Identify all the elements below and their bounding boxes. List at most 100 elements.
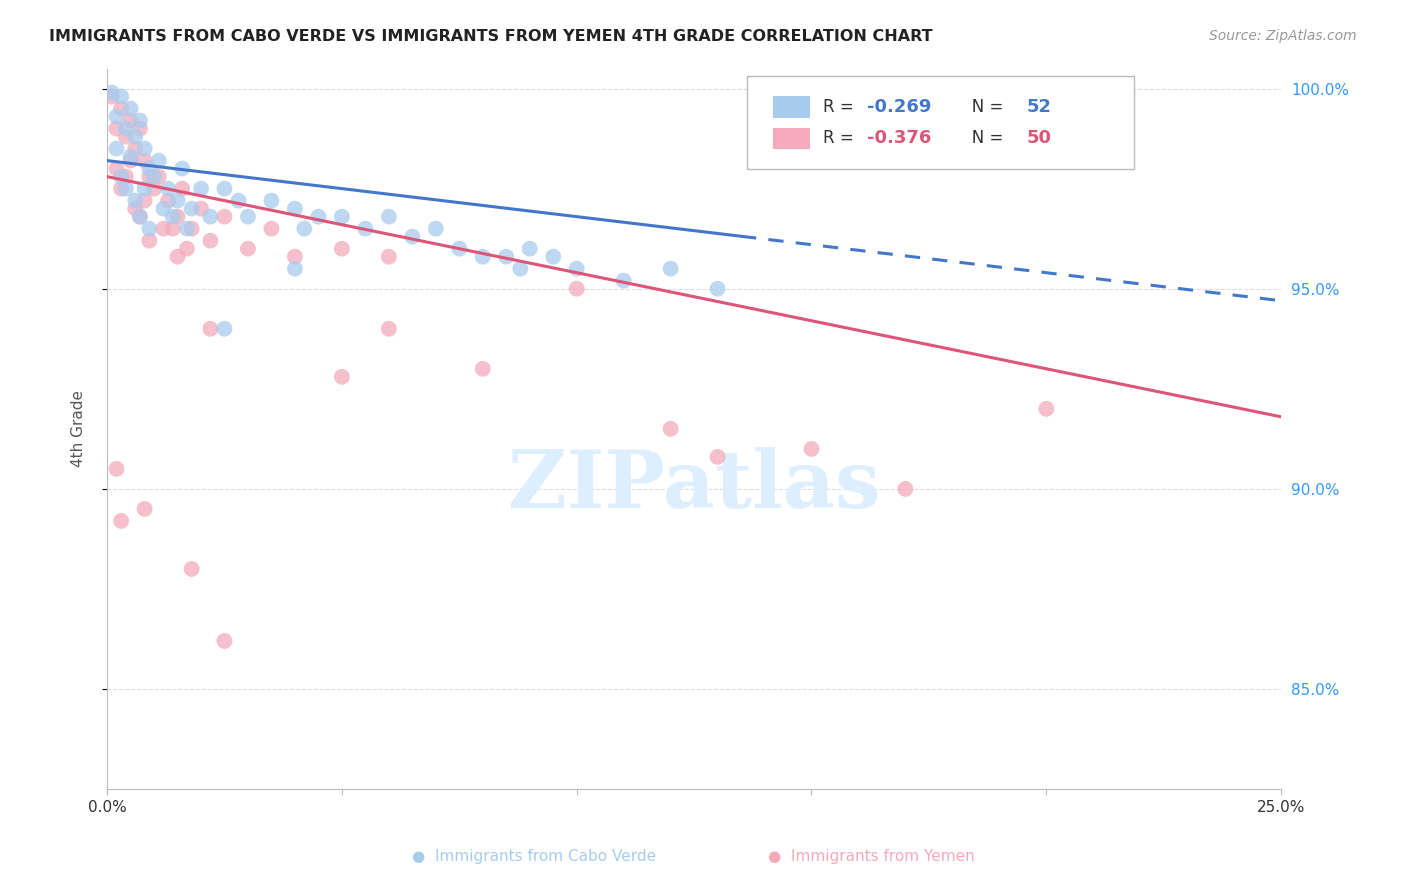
- Text: 52: 52: [1026, 98, 1052, 116]
- Point: [152, 221, 174, 235]
- Point: [425, 221, 447, 235]
- Point: [284, 261, 307, 276]
- Point: [166, 210, 188, 224]
- Point: [120, 113, 142, 128]
- Point: [120, 102, 142, 116]
- Point: [100, 89, 122, 103]
- Point: [190, 202, 212, 216]
- Point: [138, 221, 160, 235]
- Point: [157, 181, 180, 195]
- Point: [148, 153, 170, 168]
- Point: [330, 210, 353, 224]
- Point: [190, 181, 212, 195]
- Point: [157, 194, 180, 208]
- Text: R =: R =: [824, 129, 859, 147]
- Point: [176, 221, 198, 235]
- Point: [284, 202, 307, 216]
- Point: [180, 202, 202, 216]
- Point: [143, 181, 166, 195]
- Text: ●  Immigrants from Yemen: ● Immigrants from Yemen: [768, 849, 976, 863]
- Point: [659, 261, 682, 276]
- Point: [138, 161, 160, 176]
- Point: [152, 202, 174, 216]
- Point: [330, 242, 353, 256]
- Point: [162, 221, 184, 235]
- Point: [129, 113, 152, 128]
- Point: [138, 234, 160, 248]
- Point: [706, 282, 728, 296]
- Point: [565, 261, 588, 276]
- Point: [495, 250, 517, 264]
- Text: -0.269: -0.269: [866, 98, 931, 116]
- Text: -0.376: -0.376: [866, 129, 931, 147]
- Point: [378, 210, 401, 224]
- Point: [200, 322, 222, 336]
- Point: [471, 250, 494, 264]
- Point: [214, 210, 236, 224]
- Point: [110, 514, 132, 528]
- Point: [176, 242, 198, 256]
- Point: [105, 142, 128, 156]
- Point: [134, 194, 156, 208]
- Point: [138, 169, 160, 184]
- Point: [236, 210, 259, 224]
- Point: [105, 161, 128, 176]
- Point: [894, 482, 917, 496]
- Point: [200, 210, 222, 224]
- Point: [143, 169, 166, 184]
- Point: [105, 462, 128, 476]
- Point: [105, 110, 128, 124]
- Text: N =: N =: [956, 129, 1008, 147]
- Text: N =: N =: [956, 98, 1008, 116]
- Point: [659, 422, 682, 436]
- Text: 50: 50: [1026, 129, 1052, 147]
- Point: [172, 181, 194, 195]
- Point: [148, 169, 170, 184]
- Point: [180, 221, 202, 235]
- Text: IMMIGRANTS FROM CABO VERDE VS IMMIGRANTS FROM YEMEN 4TH GRADE CORRELATION CHART: IMMIGRANTS FROM CABO VERDE VS IMMIGRANTS…: [49, 29, 932, 44]
- Point: [124, 129, 146, 144]
- FancyBboxPatch shape: [747, 76, 1135, 169]
- Point: [706, 450, 728, 464]
- Point: [166, 250, 188, 264]
- Point: [110, 102, 132, 116]
- Point: [378, 250, 401, 264]
- Point: [129, 121, 152, 136]
- Point: [134, 181, 156, 195]
- Point: [354, 221, 377, 235]
- Point: [115, 181, 138, 195]
- Point: [110, 89, 132, 103]
- Point: [115, 121, 138, 136]
- Text: R =: R =: [824, 98, 859, 116]
- Point: [115, 169, 138, 184]
- Bar: [773, 96, 810, 118]
- Point: [120, 150, 142, 164]
- Point: [378, 322, 401, 336]
- Point: [214, 634, 236, 648]
- Point: [330, 369, 353, 384]
- Point: [124, 202, 146, 216]
- Point: [541, 250, 564, 264]
- Point: [129, 210, 152, 224]
- Point: [214, 181, 236, 195]
- Point: [124, 142, 146, 156]
- Point: [134, 142, 156, 156]
- Bar: [773, 128, 810, 149]
- Point: [613, 274, 636, 288]
- Point: [236, 242, 259, 256]
- Point: [449, 242, 471, 256]
- Point: [120, 153, 142, 168]
- Point: [105, 121, 128, 136]
- Point: [260, 221, 283, 235]
- Point: [260, 194, 283, 208]
- Point: [284, 250, 307, 264]
- Point: [800, 442, 823, 456]
- Point: [228, 194, 250, 208]
- Point: [134, 502, 156, 516]
- Point: [200, 234, 222, 248]
- Point: [1035, 401, 1057, 416]
- Y-axis label: 4th Grade: 4th Grade: [72, 391, 86, 467]
- Point: [110, 181, 132, 195]
- Point: [471, 361, 494, 376]
- Text: ZIPatlas: ZIPatlas: [508, 448, 880, 525]
